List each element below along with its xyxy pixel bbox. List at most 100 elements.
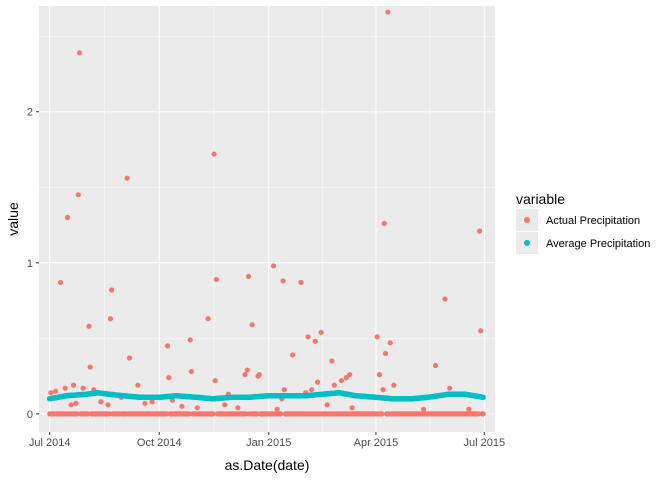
actual-precipitation-point: [75, 192, 81, 198]
legend: variable Actual Precipitation Average Pr…: [516, 191, 650, 254]
actual-precipitation-point: [105, 402, 111, 408]
actual-precipitation-point: [256, 371, 262, 378]
actual-precipitation-point: [382, 350, 389, 357]
actual-precipitation-point: [80, 385, 86, 391]
x-tick-label: Jul 2015: [463, 437, 505, 449]
actual-precipitation-point: [64, 214, 71, 221]
actual-precipitation-point: [194, 405, 200, 411]
actual-precipitation-point: [109, 287, 115, 293]
x-tick-label: Jul 2014: [29, 437, 71, 449]
actual-precipitation-point: [331, 382, 337, 388]
actual-precipitation-point: [347, 371, 353, 378]
legend-dot-actual: [524, 217, 530, 223]
actual-precipitation-point: [244, 367, 250, 373]
y-tick-label: 1: [27, 258, 33, 270]
actual-precipitation-point: [68, 402, 74, 408]
minor-gridlines: [39, 6, 495, 432]
actual-precipitation-point: [281, 387, 287, 393]
actual-precipitation-point: [349, 405, 355, 411]
actual-precipitation-point: [391, 382, 397, 388]
x-tick-label: Jan 2015: [246, 437, 291, 449]
actual-zero-point: [243, 411, 249, 417]
actual-precipitation-point: [211, 151, 217, 157]
actual-precipitation-point: [249, 322, 255, 328]
actual-zero-point: [163, 411, 169, 417]
actual-precipitation-point: [205, 316, 211, 322]
actual-precipitation-point: [447, 385, 453, 391]
actual-precipitation-point: [164, 343, 171, 349]
actual-precipitation-point: [280, 278, 286, 284]
legend-title: variable: [516, 191, 565, 207]
actual-precipitation-point: [324, 402, 330, 408]
legend-label-actual: Actual Precipitation: [546, 215, 640, 227]
actual-zero-point: [254, 411, 260, 417]
actual-precipitation-point: [62, 385, 68, 391]
major-gridlines: [39, 6, 495, 432]
y-tick-label: 0: [27, 409, 33, 421]
actual-precipitation-point: [149, 399, 155, 405]
average-precipitation-point: [480, 394, 486, 401]
actual-precipitation-point: [312, 338, 318, 344]
actual-precipitation-point: [381, 220, 387, 227]
y-axis-ticks: 0 1 2: [27, 107, 39, 421]
actual-precipitation-point: [107, 316, 114, 322]
actual-precipitation-point: [188, 368, 194, 375]
x-tick-label: Apr 2015: [354, 437, 399, 449]
actual-zero-point: [186, 411, 192, 417]
actual-precipitation-point: [73, 400, 79, 406]
actual-precipitation-point: [338, 378, 345, 384]
actual-precipitation-point: [187, 337, 193, 343]
actual-precipitation-points: [47, 9, 486, 417]
actual-precipitation-point: [343, 375, 349, 381]
actual-precipitation-point: [124, 175, 130, 181]
actual-precipitation-point: [387, 340, 393, 346]
actual-precipitation-point: [309, 387, 315, 393]
actual-precipitation-point: [86, 323, 92, 329]
actual-zero-point: [106, 411, 112, 417]
actual-precipitation-point: [476, 228, 483, 234]
actual-precipitation-point: [245, 273, 252, 280]
y-axis-title: value: [5, 202, 21, 236]
actual-precipitation-point: [318, 329, 324, 335]
actual-precipitation-point: [57, 279, 64, 286]
x-axis-title: as.Date(date): [225, 457, 310, 473]
legend-dot-average: [524, 240, 530, 246]
legend-label-average: Average Precipitation: [546, 238, 650, 250]
actual-precipitation-point: [70, 382, 77, 388]
actual-precipitation-point: [87, 364, 93, 370]
x-axis-ticks: Jul 2014 Oct 2014 Jan 2015 Apr 2015 Jul 2015: [29, 432, 505, 449]
actual-precipitation-point: [466, 406, 472, 412]
actual-precipitation-point: [376, 371, 383, 378]
actual-precipitation-point: [169, 397, 175, 403]
actual-zero-point: [74, 411, 80, 417]
actual-precipitation-point: [166, 375, 172, 381]
actual-zero-point: [475, 411, 481, 417]
actual-precipitation-point: [213, 276, 219, 283]
actual-zero-point: [278, 411, 284, 417]
actual-precipitation-point: [270, 263, 277, 269]
actual-precipitation-point: [442, 296, 448, 302]
actual-zero-point: [480, 411, 486, 417]
x-tick-label: Oct 2014: [137, 437, 182, 449]
actual-precipitation-point: [76, 50, 83, 56]
actual-precipitation-point: [179, 403, 185, 409]
actual-precipitation-point: [298, 279, 304, 286]
actual-precipitation-point: [126, 355, 133, 361]
actual-precipitation-point: [478, 328, 484, 334]
actual-precipitation-point: [48, 390, 54, 396]
actual-precipitation-point: [135, 382, 141, 388]
actual-precipitation-point: [98, 399, 104, 405]
actual-precipitation-point: [53, 388, 59, 394]
actual-precipitation-point: [380, 387, 386, 393]
actual-zero-point: [379, 411, 385, 417]
actual-precipitation-point: [329, 358, 335, 364]
average-precipitation-points: [46, 389, 486, 402]
actual-precipitation-point: [212, 378, 218, 384]
actual-precipitation-point: [289, 352, 296, 358]
actual-zero-point: [210, 411, 216, 417]
actual-precipitation-point: [305, 334, 311, 340]
actual-precipitation-point: [420, 406, 427, 412]
actual-precipitation-point: [432, 362, 439, 369]
plot-panel: [39, 6, 495, 432]
